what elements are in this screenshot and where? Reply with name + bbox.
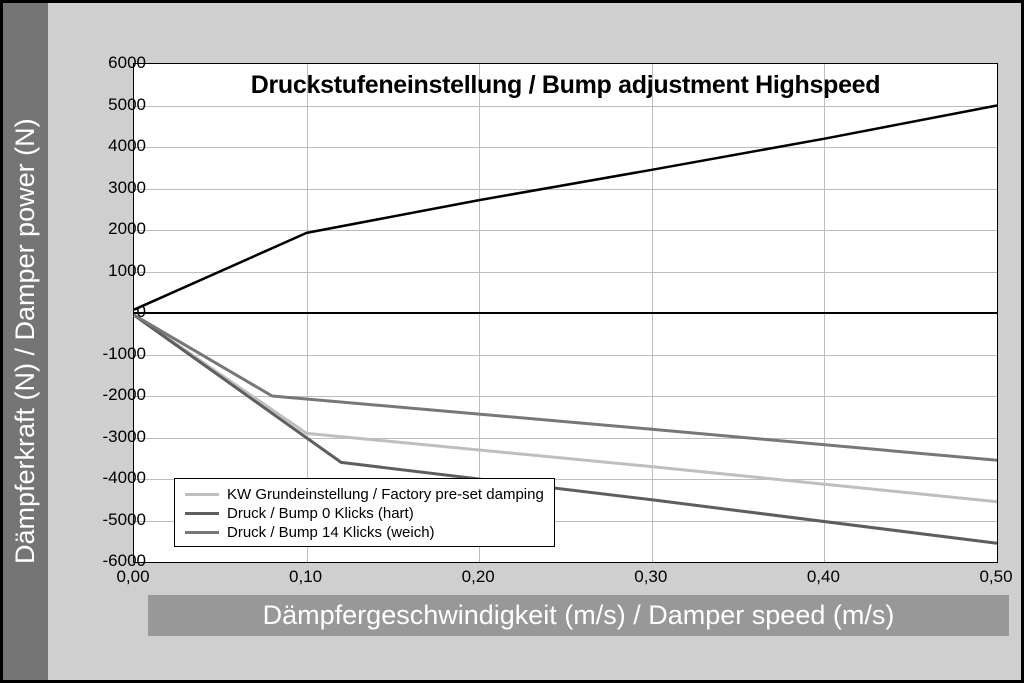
legend-swatch [185,493,219,496]
x-tick-label: 0,00 [116,567,149,587]
legend-label: Druck / Bump 0 Klicks (hart) [227,505,414,522]
y-axis-label: Dämpferkraft (N) / Damper power (N) [3,3,48,680]
x-tick-label: 0,50 [979,567,1012,587]
y-tick-label: -2000 [86,385,146,405]
x-tick-label: 0,30 [634,567,667,587]
bottom-strip [48,636,1009,680]
zero-line [134,312,997,314]
y-tick-label: 2000 [86,219,146,239]
top-margin [48,3,1021,43]
bottom-left-corner [48,595,148,636]
series-rebound_top [134,106,997,310]
chart-frame: Dämpferkraft (N) / Damper power (N) Dämp… [0,0,1024,683]
x-axis-label: Dämpfergeschwindigkeit (m/s) / Damper sp… [148,595,1009,636]
y-tick-label: -4000 [86,468,146,488]
legend-label: KW Grundeinstellung / Factory pre-set da… [227,486,544,503]
legend-box: KW Grundeinstellung / Factory pre-set da… [174,478,555,547]
legend-row: Druck / Bump 0 Klicks (hart) [185,504,544,523]
y-tick-label: 5000 [86,95,146,115]
y-tick-label: 3000 [86,178,146,198]
y-tick-label: 6000 [86,53,146,73]
legend-row: KW Grundeinstellung / Factory pre-set da… [185,485,544,504]
y-tick-label: -5000 [86,510,146,530]
y-tick-label: 1000 [86,261,146,281]
x-tick-label: 0,40 [807,567,840,587]
y-tick-label: 0 [86,302,146,322]
y-tick-label: -1000 [86,344,146,364]
legend-swatch [185,531,219,534]
legend-row: Druck / Bump 14 Klicks (weich) [185,523,544,542]
x-tick-label: 0,20 [462,567,495,587]
plot-area: Druckstufeneinstellung / Bump adjustment… [133,63,998,563]
y-tick-label: -3000 [86,427,146,447]
legend-label: Druck / Bump 14 Klicks (weich) [227,524,435,541]
x-tick-label: 0,10 [289,567,322,587]
series-bump14 [134,315,997,460]
y-tick-label: 4000 [86,136,146,156]
legend-swatch [185,512,219,515]
